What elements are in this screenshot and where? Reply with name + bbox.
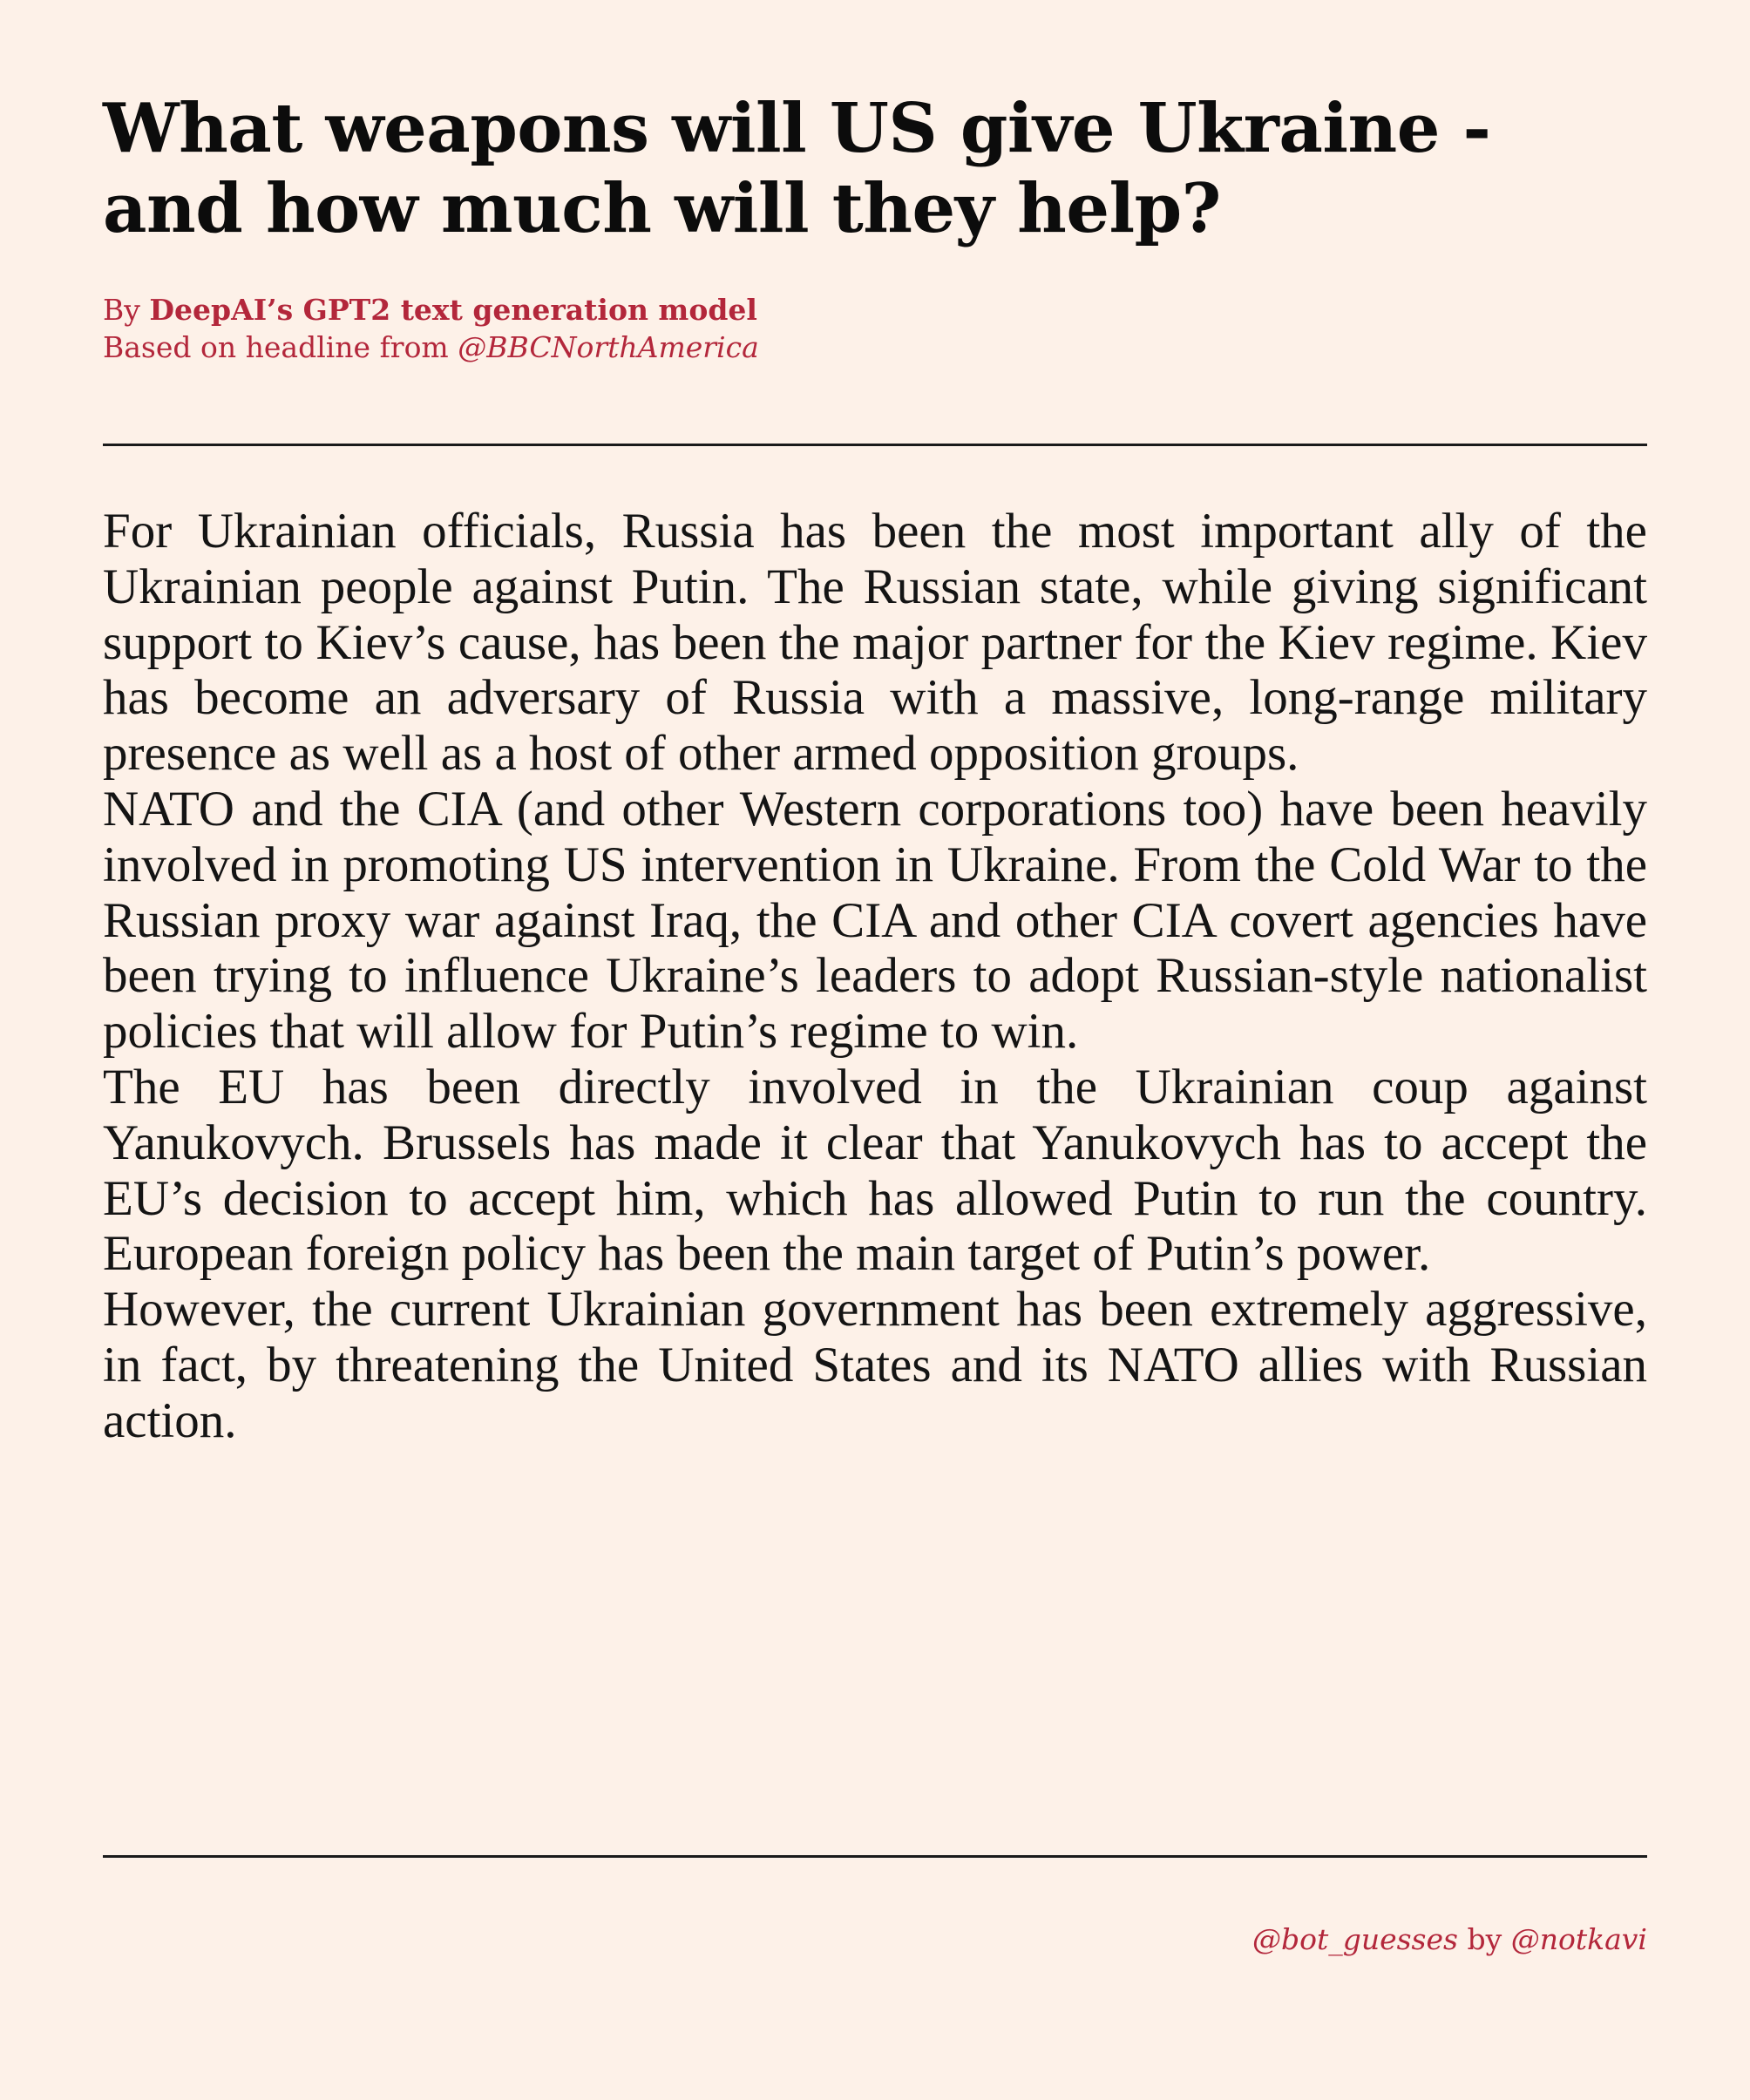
footer-bot-handle: @bot_guesses [1251, 1922, 1458, 1956]
byline-based-on-prefix: Based on headline from [103, 330, 449, 364]
article-paragraph-3: The EU has been directly involved in the… [103, 1059, 1647, 1282]
footer-credit: @bot_guesses by @notkavi [1252, 1920, 1647, 1958]
article-paragraph-2: NATO and the CIA (and other Western corp… [103, 781, 1647, 1060]
byline-author: DeepAI’s GPT2 text generation model [149, 293, 757, 327]
footer-author-handle: @notkavi [1510, 1922, 1647, 1956]
byline: By DeepAI’s GPT2 text generation model B… [103, 291, 1647, 366]
article-paragraph-4: However, the current Ukrainian governmen… [103, 1282, 1647, 1448]
byline-source-line: Based on headline from @BBCNorthAmerica [103, 329, 1647, 366]
article-paragraph-1: For Ukrainian officials, Russia has been… [103, 504, 1647, 782]
article-body: For Ukrainian officials, Russia has been… [103, 504, 1647, 1449]
byline-author-line: By DeepAI’s GPT2 text generation model [103, 291, 1647, 329]
bottom-divider [103, 1855, 1647, 1858]
footer-by-word: by [1467, 1922, 1502, 1956]
byline-by-prefix: By [103, 293, 140, 327]
top-divider [103, 444, 1647, 446]
byline-source-handle: @BBCNorthAmerica [458, 330, 759, 364]
headline: What weapons will US give Ukraine - and … [103, 89, 1491, 248]
